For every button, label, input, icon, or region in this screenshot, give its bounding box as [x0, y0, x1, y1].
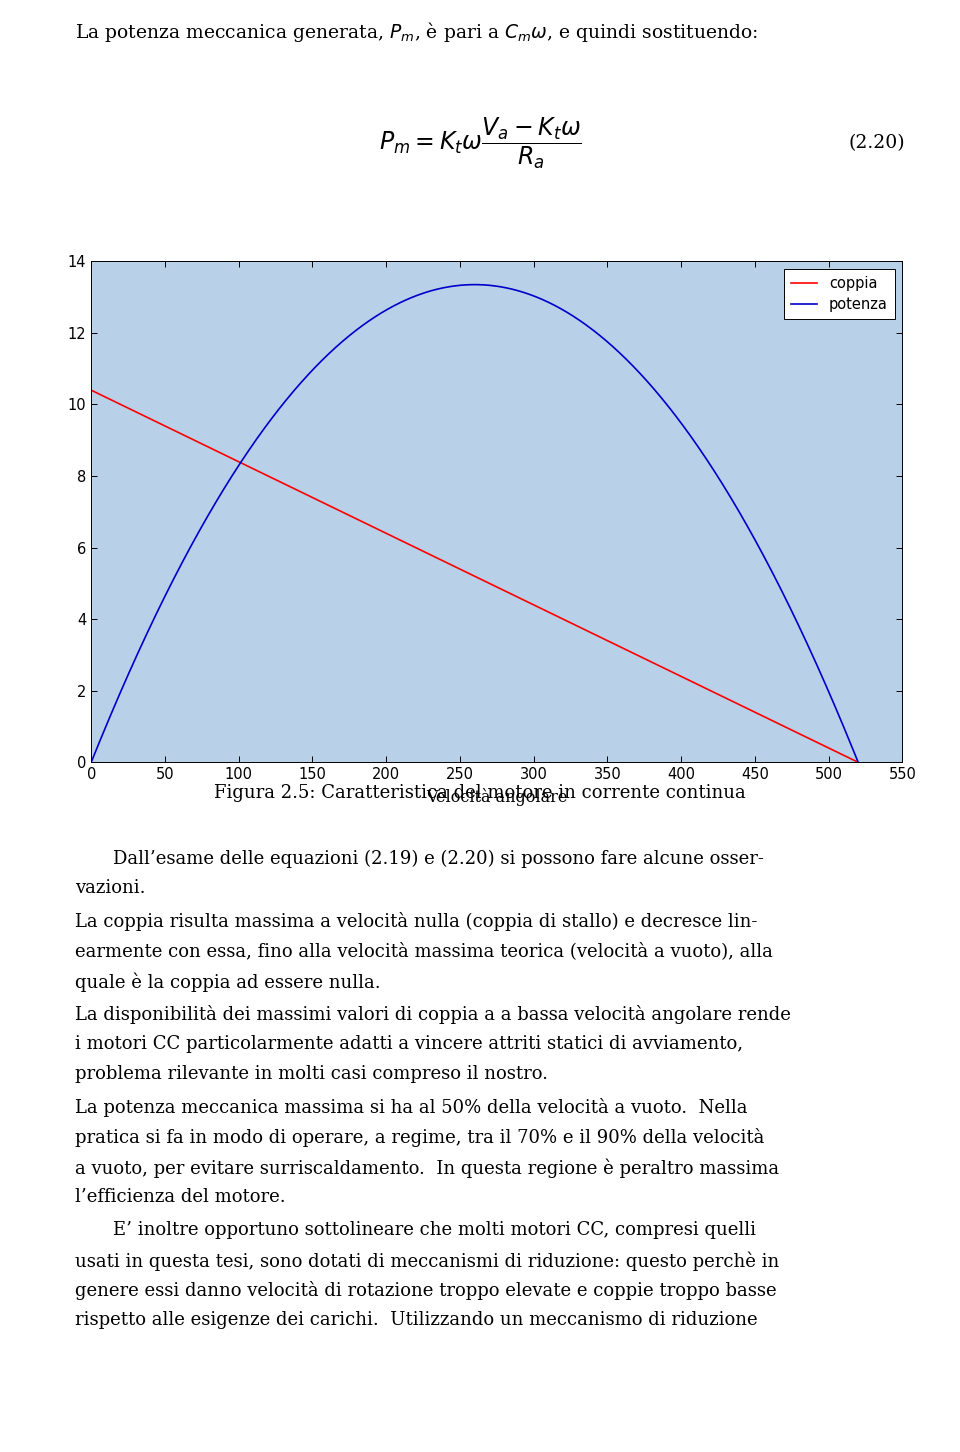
Legend: coppia, potenza: coppia, potenza: [783, 269, 895, 319]
Text: l’efficienza del motore.: l’efficienza del motore.: [75, 1188, 286, 1207]
X-axis label: Velocità angolare: Velocità angolare: [426, 788, 567, 806]
Text: E’ inoltre opportuno sottolineare che molti motori CC, compresi quelli: E’ inoltre opportuno sottolineare che mo…: [113, 1221, 756, 1239]
Text: La potenza meccanica massima si ha al 50% della velocità a vuoto.  Nella: La potenza meccanica massima si ha al 50…: [75, 1098, 748, 1117]
Text: usati in questa tesi, sono dotati di meccanismi di riduzione: questo perchè in: usati in questa tesi, sono dotati di mec…: [75, 1252, 780, 1270]
Text: (2.20): (2.20): [849, 134, 905, 152]
Text: genere essi danno velocità di rotazione troppo elevate e coppie troppo basse: genere essi danno velocità di rotazione …: [75, 1281, 777, 1300]
Text: Figura 2.5: Caratteristica del motore in corrente continua: Figura 2.5: Caratteristica del motore in…: [214, 784, 746, 802]
Text: vazioni.: vazioni.: [75, 880, 146, 897]
Text: i motori CC particolarmente adatti a vincere attriti statici di avviamento,: i motori CC particolarmente adatti a vin…: [75, 1035, 743, 1053]
Text: a vuoto, per evitare surriscaldamento.  In questa regione è peraltro massima: a vuoto, per evitare surriscaldamento. I…: [75, 1159, 780, 1178]
Text: rispetto alle esigenze dei carichi.  Utilizzando un meccanismo di riduzione: rispetto alle esigenze dei carichi. Util…: [75, 1311, 757, 1329]
Text: $P_m = K_t\omega\dfrac{V_a - K_t\omega}{R_a}$: $P_m = K_t\omega\dfrac{V_a - K_t\omega}{…: [378, 115, 582, 171]
Text: La coppia risulta massima a velocità nulla (coppia di stallo) e decresce lin-: La coppia risulta massima a velocità nul…: [75, 912, 757, 931]
Text: La potenza meccanica generata, $P_m$, è pari a $C_m\omega$, e quindi sostituendo: La potenza meccanica generata, $P_m$, è …: [75, 20, 758, 44]
Text: quale è la coppia ad essere nulla.: quale è la coppia ad essere nulla.: [75, 973, 380, 992]
Text: pratica si fa in modo di operare, a regime, tra il 70% e il 90% della velocità: pratica si fa in modo di operare, a regi…: [75, 1128, 764, 1147]
Text: Dall’esame delle equazioni (2.19) e (2.20) si possono fare alcune osser-: Dall’esame delle equazioni (2.19) e (2.2…: [113, 849, 764, 868]
Text: problema rilevante in molti casi compreso il nostro.: problema rilevante in molti casi compres…: [75, 1066, 548, 1083]
Text: La disponibilità dei massimi valori di coppia a a bassa velocità angolare rende: La disponibilità dei massimi valori di c…: [75, 1005, 791, 1024]
Text: earmente con essa, fino alla velocità massima teorica (velocità a vuoto), alla: earmente con essa, fino alla velocità ma…: [75, 942, 773, 960]
